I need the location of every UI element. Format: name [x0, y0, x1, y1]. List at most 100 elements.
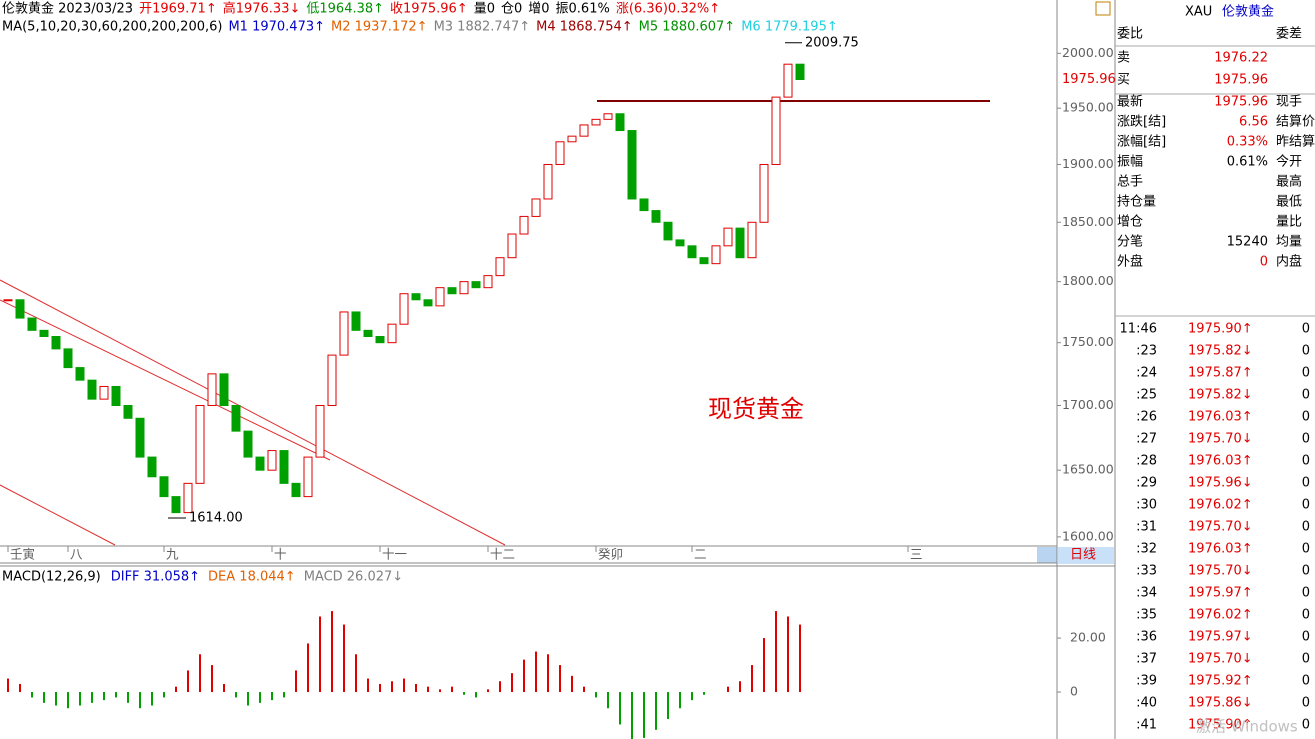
candle: [303, 456, 313, 498]
ma-item: M5 1880.607↑: [639, 20, 736, 35]
row-label: 涨幅[结]: [1117, 135, 1166, 150]
period-button[interactable]: [1058, 547, 1114, 564]
tick-time: :34: [1136, 586, 1157, 601]
ma-item: M6 1779.195↑: [741, 20, 838, 35]
ma-item: M1 1970.473↑: [228, 20, 325, 35]
candle: [291, 482, 301, 498]
row-label2: 结算价: [1276, 115, 1315, 130]
tick-volume: 0: [1302, 630, 1310, 645]
tick-volume: 0: [1302, 718, 1310, 733]
row-label: 委比: [1117, 27, 1143, 42]
row-label: 总手: [1117, 175, 1143, 190]
row-value: 6.56: [1239, 115, 1268, 130]
y-tick-label: 1800.00: [1062, 273, 1114, 288]
symbol: XAU: [1185, 5, 1212, 20]
candle: [171, 496, 181, 514]
y-tick-label: 1700.00: [1062, 397, 1114, 412]
ma-item: M3 1882.747↑: [434, 20, 531, 35]
ma-item: M2 1937.172↑: [331, 20, 428, 35]
candle: [699, 257, 709, 265]
row-value: 1976.22: [1214, 51, 1268, 66]
candle: [351, 311, 361, 331]
period-label[interactable]: 日线: [1070, 548, 1096, 563]
y-tick-label: 2000.00: [1062, 45, 1114, 60]
row-value: 0: [1260, 255, 1268, 270]
last-price-box: [1058, 71, 1114, 88]
quote-item: 振0.61%: [556, 2, 610, 17]
quote-item: 开1969.71↑: [139, 2, 217, 17]
row-label: 最新: [1117, 94, 1143, 110]
tick-time: :31: [1136, 520, 1157, 535]
candle: [543, 163, 553, 200]
row-value: 1975.96: [1214, 95, 1268, 110]
tick-price: 1975.70↓: [1188, 564, 1253, 579]
row-value: 0.61%: [1227, 155, 1268, 170]
row-label: 分笔: [1117, 234, 1143, 250]
candle: [255, 456, 265, 471]
quote-item: 增0: [528, 2, 549, 17]
tick-time: 11:46: [1120, 322, 1157, 337]
candle: [411, 293, 421, 301]
scroll-button[interactable]: [1037, 547, 1057, 563]
candle: [687, 245, 697, 259]
candle: [519, 215, 529, 235]
candle: [375, 336, 385, 344]
candle: [315, 404, 325, 458]
tick-volume: 0: [1302, 564, 1310, 579]
macd-legend: DIFF 31.058↑: [111, 570, 200, 585]
tick-price: 1975.86↓: [1188, 696, 1253, 711]
candle: [27, 317, 37, 331]
candle: [87, 379, 97, 400]
candle: [243, 430, 253, 458]
tick-time: :24: [1136, 366, 1157, 381]
candle: [627, 130, 637, 200]
tick-time: :26: [1136, 410, 1157, 425]
row-label2: 均量: [1276, 235, 1302, 250]
tick-price: 1976.02↑: [1188, 498, 1253, 513]
y-tick-label: 20.00: [1070, 630, 1106, 645]
candle: [231, 404, 241, 432]
macd-legend: DEA 18.044↑: [208, 570, 296, 585]
candle: [135, 417, 145, 458]
candle: [51, 336, 61, 350]
tick-time: :29: [1136, 476, 1157, 491]
tick-volume: 0: [1302, 388, 1310, 403]
symbol-name: 伦敦黄金: [1222, 4, 1274, 20]
y-tick-label: 0: [1070, 684, 1078, 699]
row-label2: 委差: [1276, 27, 1302, 42]
tick-volume: 0: [1302, 696, 1310, 711]
quote-item: 量0: [474, 2, 495, 17]
high-label: 2009.75: [805, 35, 859, 50]
menu-icon[interactable]: [1095, 1, 1111, 16]
candle: [207, 373, 217, 406]
row-value: 15240: [1227, 235, 1268, 250]
tick-time: :37: [1136, 652, 1157, 667]
candle: [651, 210, 661, 223]
candle: [771, 96, 781, 165]
candle: [339, 311, 349, 356]
ma-item: M4 1868.754↑: [536, 20, 633, 35]
tick-volume: 0: [1302, 586, 1310, 601]
trend-line: [0, 299, 331, 461]
y-tick-label: 1850.00: [1062, 214, 1114, 229]
tick-price: 1976.03↑: [1188, 410, 1253, 425]
tick-volume: 0: [1302, 542, 1310, 557]
tick-time: :33: [1136, 564, 1157, 579]
y-tick-label: 1650.00: [1062, 462, 1114, 477]
macd-title: MACD(12,26,9): [2, 570, 101, 585]
row-label: 振幅: [1117, 155, 1143, 170]
candle: [327, 354, 337, 406]
row-label: 持仓量: [1117, 195, 1156, 210]
tick-volume: 0: [1302, 674, 1310, 689]
tick-time: :23: [1136, 344, 1157, 359]
y-tick-label: 1600.00: [1062, 528, 1114, 543]
row-label: 买: [1117, 73, 1130, 88]
candle: [711, 245, 721, 265]
candle: [99, 385, 109, 400]
tick-volume: 0: [1302, 608, 1310, 623]
candle: [531, 198, 541, 217]
candle: [567, 135, 577, 143]
annotation: 现货黄金: [708, 395, 804, 423]
row-value: 0.33%: [1227, 135, 1268, 150]
candle: [123, 404, 133, 419]
